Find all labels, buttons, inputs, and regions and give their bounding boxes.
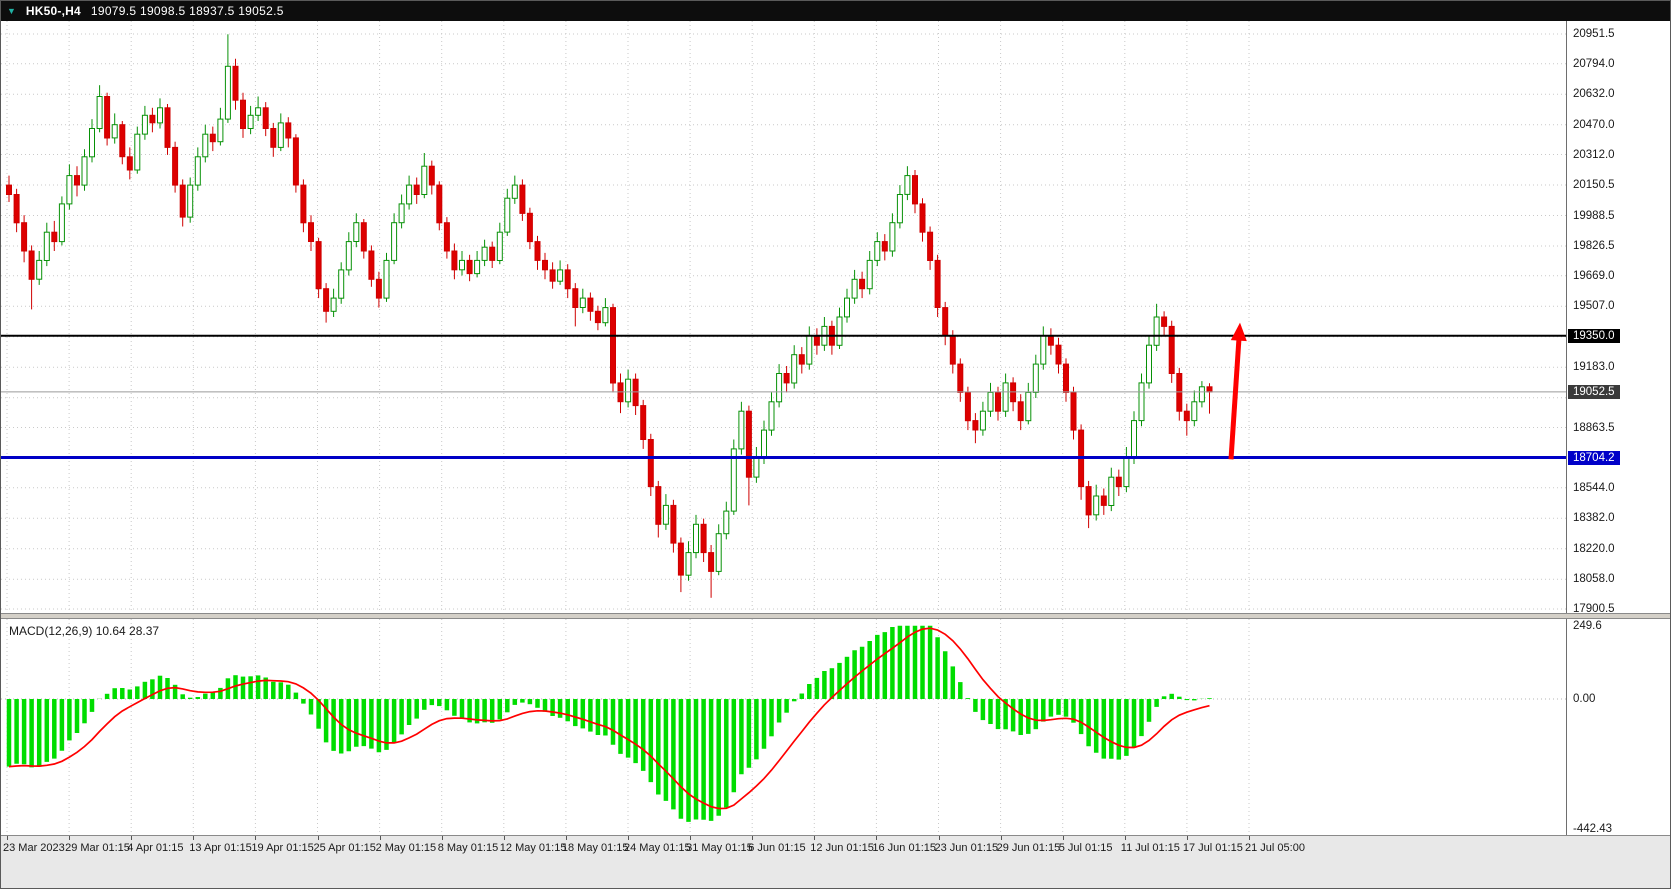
time-axis-label: 21 Jul 05:00 (1245, 842, 1305, 854)
time-axis-label: 25 Apr 01:15 (313, 842, 376, 854)
time-axis-label: 23 Mar 2023 (3, 842, 65, 854)
time-axis-tick (876, 836, 878, 840)
time-axis-label: 11 Jul 01:15 (1120, 842, 1180, 854)
price-axis-label: 20951.5 (1573, 28, 1615, 40)
price-axis-label: 19669.0 (1573, 269, 1615, 282)
macd-histogram (6, 625, 1212, 822)
current-price-tag: 19052.5 (1568, 384, 1620, 399)
time-axis-label: 19 Apr 01:15 (251, 842, 314, 854)
macd-grid (1, 619, 1566, 835)
price-axis-label: 20470.0 (1573, 118, 1615, 131)
time-axis-tick (752, 836, 754, 840)
symbol-marker-icon: ▼ (7, 5, 16, 16)
chart-ohlc-values: 19079.5 19098.5 18937.5 19052.5 (90, 4, 284, 18)
price-axis-label: 18058.0 (1573, 573, 1615, 586)
price-axis-label: 19988.5 (1573, 209, 1615, 222)
time-axis-tick (1000, 836, 1002, 840)
macd-axis-label: 249.6 (1573, 619, 1602, 632)
time-axis-tick (193, 836, 195, 840)
time-axis-label: 2 May 01:15 (375, 842, 437, 854)
time-axis-tick (379, 836, 381, 840)
time-axis-label: 5 Jul 01:15 (1058, 842, 1113, 854)
time-axis-tick (7, 836, 8, 840)
time-axis-label: 31 May 01:15 (686, 842, 753, 854)
macd-axis-label: -442.43 (1573, 823, 1613, 835)
price-axis-label: 20312.0 (1573, 148, 1615, 161)
time-axis-tick (503, 836, 505, 840)
candlesticks (6, 34, 1213, 598)
price-axis-label: 17900.5 (1573, 603, 1615, 615)
time-axis-tick (441, 836, 443, 840)
support-price-tag: 18704.2 (1568, 450, 1620, 465)
price-axis-label: 20150.5 (1573, 179, 1615, 191)
price-axis-label: 18544.0 (1573, 481, 1615, 494)
time-axis-tick (1124, 836, 1126, 840)
time-axis-label: 16 Jun 01:15 (872, 842, 937, 854)
price-axis-label: 18863.5 (1573, 421, 1615, 434)
time-axis-label: 8 May 01:15 (437, 842, 499, 854)
price-axis-label: 18382.0 (1573, 512, 1615, 525)
macd-axis-label: 0.00 (1573, 693, 1596, 705)
time-axis-tick (628, 836, 629, 840)
time-axis: 23 Mar 2023 29 Mar 01:15 4 Apr 01:15 13 Apr… (1, 835, 1670, 888)
time-axis-label: 12 May 01:15 (499, 842, 567, 854)
price-axis-label: 20794.0 (1573, 57, 1615, 70)
time-axis-label: 6 Jun 01:15 (748, 842, 806, 854)
time-axis-label: 17 Jul 01:15 (1182, 842, 1243, 854)
price-axis-label: 19183.0 (1573, 361, 1615, 374)
time-axis-tick (317, 836, 319, 840)
time-axis-tick (1186, 836, 1188, 840)
time-axis-label: 29 Jun 01:15 (996, 842, 1061, 854)
time-axis-tick (565, 836, 567, 840)
time-axis-label: 23 Jun 01:15 (934, 842, 999, 854)
price-axis-label: 20632.0 (1573, 88, 1615, 101)
price-axis: 20951.5 20794.0 20632.0 20470.0 20312.0 20150… (1566, 21, 1670, 615)
macd-indicator-label: MACD(12,26,9) 10.64 28.37 (9, 624, 160, 638)
macd-panel[interactable] (1, 619, 1566, 835)
main-price-chart[interactable] (1, 21, 1566, 613)
time-axis-tick (1249, 836, 1250, 840)
resistance-price-tag: 19350.0 (1568, 328, 1620, 343)
chart-title-bar: ▼ HK50-,H4 19079.5 19098.5 18937.5 19052… (1, 1, 1670, 21)
price-axis-label: 19826.5 (1573, 240, 1615, 252)
trend-arrow[interactable] (1228, 322, 1247, 460)
time-axis-label: 29 Mar 01:15 (65, 842, 130, 854)
time-axis-label: 13 Apr 01:15 (189, 842, 252, 854)
price-axis-label: 19507.0 (1573, 300, 1615, 313)
price-axis-label: 18220.0 (1573, 542, 1615, 555)
time-axis-tick (255, 836, 257, 840)
time-axis-tick (938, 836, 940, 840)
chart-symbol-timeframe: HK50-,H4 (25, 4, 81, 18)
time-axis-label: 18 May 01:15 (561, 842, 629, 854)
time-axis-label: 4 Apr 01:15 (127, 842, 184, 854)
time-axis-tick (690, 836, 692, 840)
time-axis-label: 24 May 01:15 (624, 842, 691, 854)
macd-signal-line (8, 627, 1210, 810)
time-axis-tick (814, 836, 816, 840)
time-axis-tick (1062, 836, 1064, 840)
panel-separator[interactable] (1, 613, 1670, 619)
time-axis-label: 12 Jun 01:15 (810, 842, 874, 854)
time-axis-tick (131, 836, 133, 840)
macd-value-axis: 249.6 0.00 -442.43 (1566, 619, 1670, 835)
time-axis-tick (69, 836, 71, 840)
